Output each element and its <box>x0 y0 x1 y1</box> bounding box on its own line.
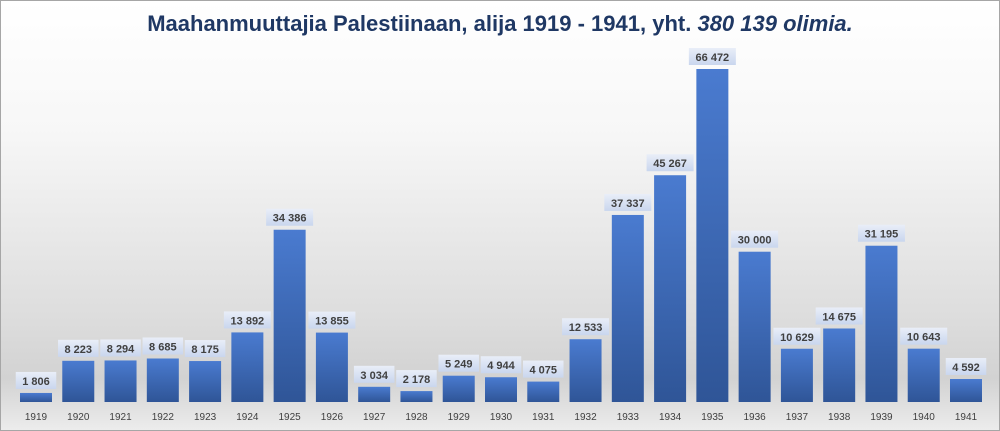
x-tick-1921: 1921 <box>109 412 132 423</box>
bar-1923 <box>189 361 222 402</box>
bar-1929 <box>442 375 475 402</box>
bar-1936 <box>738 251 771 402</box>
x-tick-1936: 1936 <box>744 412 767 423</box>
bar-1934 <box>654 175 687 402</box>
x-tick-1924: 1924 <box>236 412 259 423</box>
bar-1926 <box>315 332 348 402</box>
chart-title: Maahanmuuttajia Palestiinaan, alija 1919… <box>1 11 999 37</box>
data-label-1924: 13 892 <box>231 315 265 327</box>
bar-1922 <box>146 358 179 402</box>
x-tick-1934: 1934 <box>659 412 682 423</box>
data-label-1934: 45 267 <box>653 158 687 170</box>
bar-1921 <box>104 360 137 402</box>
x-tick-1932: 1932 <box>574 412 597 423</box>
data-label-1928: 2 178 <box>403 374 431 386</box>
data-label-1930: 4 944 <box>487 360 515 372</box>
x-tick-1941: 1941 <box>955 412 978 423</box>
bar-1940 <box>907 348 940 402</box>
x-tick-1930: 1930 <box>490 412 513 423</box>
data-label-box <box>438 354 479 372</box>
x-tick-1935: 1935 <box>701 412 724 423</box>
data-label-1940: 10 643 <box>907 332 941 344</box>
data-label-box <box>142 337 184 355</box>
data-label-1933: 37 337 <box>611 198 645 210</box>
bar-1927 <box>358 386 391 402</box>
data-label-1923: 8 175 <box>191 344 219 356</box>
data-label-1921: 8 294 <box>107 343 135 355</box>
data-label-1925: 34 386 <box>273 213 307 225</box>
bar-1935 <box>696 69 729 402</box>
data-label-box <box>100 339 141 357</box>
x-tick-1928: 1928 <box>405 412 428 423</box>
data-label-1919: 1 806 <box>22 376 50 388</box>
data-label-box <box>396 370 437 388</box>
data-label-box <box>815 307 863 325</box>
data-label-box <box>604 193 652 211</box>
data-label-box <box>688 48 736 65</box>
data-label-1929: 5 249 <box>445 359 473 371</box>
data-label-1927: 3 034 <box>360 370 388 382</box>
data-label-box <box>58 339 99 357</box>
x-tick-1919: 1919 <box>25 412 48 423</box>
bar-1932 <box>569 339 602 402</box>
data-label-box <box>900 327 948 345</box>
data-label-box <box>523 360 564 378</box>
data-label-box <box>731 230 779 248</box>
data-label-1922: 8 685 <box>149 341 177 353</box>
data-label-box <box>562 318 610 336</box>
bar-1928 <box>400 391 433 402</box>
data-label-box <box>308 311 356 329</box>
x-tick-1926: 1926 <box>321 412 344 423</box>
data-label-1926: 13 855 <box>315 316 349 328</box>
bar-1938 <box>823 328 856 402</box>
data-label-box <box>184 340 226 358</box>
data-label-box <box>646 154 694 172</box>
bar-1937 <box>780 348 813 402</box>
data-label-box <box>223 311 271 329</box>
x-tick-1938: 1938 <box>828 412 851 423</box>
x-tick-1933: 1933 <box>617 412 640 423</box>
x-tick-1920: 1920 <box>67 412 90 423</box>
data-label-1932: 12 533 <box>569 322 603 334</box>
data-label-box <box>480 356 522 374</box>
x-tick-1925: 1925 <box>279 412 302 423</box>
bar-1925 <box>273 229 306 402</box>
x-tick-1929: 1929 <box>448 412 471 423</box>
data-label-box <box>353 365 395 383</box>
data-label-1937: 10 629 <box>780 332 814 344</box>
bar-1920 <box>62 360 95 402</box>
data-label-1941: 4 592 <box>952 362 980 374</box>
data-label-box <box>945 357 987 375</box>
x-tick-1922: 1922 <box>152 412 175 423</box>
data-label-1936: 30 000 <box>738 235 772 247</box>
data-label-1920: 8 223 <box>65 344 93 356</box>
data-label-1938: 14 675 <box>822 311 856 323</box>
data-label-box <box>857 224 905 242</box>
data-label-1939: 31 195 <box>865 229 899 241</box>
bar-1931 <box>527 381 560 402</box>
x-tick-1937: 1937 <box>786 412 809 423</box>
x-tick-1939: 1939 <box>870 412 893 423</box>
data-label-box <box>15 371 57 389</box>
data-label-box <box>773 327 821 345</box>
data-label-1931: 4 075 <box>530 365 558 377</box>
title-text: Maahanmuuttajia Palestiinaan, alija 1919… <box>147 11 692 36</box>
x-tick-1927: 1927 <box>363 412 386 423</box>
title-total: 380 139 olimia. <box>697 11 853 36</box>
x-tick-1940: 1940 <box>913 412 936 423</box>
x-tick-1923: 1923 <box>194 412 217 423</box>
bar-1924 <box>231 332 264 402</box>
bar-1930 <box>485 377 517 402</box>
x-tick-1931: 1931 <box>532 412 555 423</box>
bar-1939 <box>865 245 898 402</box>
bar-1919 <box>20 392 52 402</box>
bar-1933 <box>611 214 644 402</box>
data-label-1935: 66 472 <box>696 52 730 64</box>
bar-1941 <box>950 378 982 402</box>
data-label-box <box>266 208 314 226</box>
